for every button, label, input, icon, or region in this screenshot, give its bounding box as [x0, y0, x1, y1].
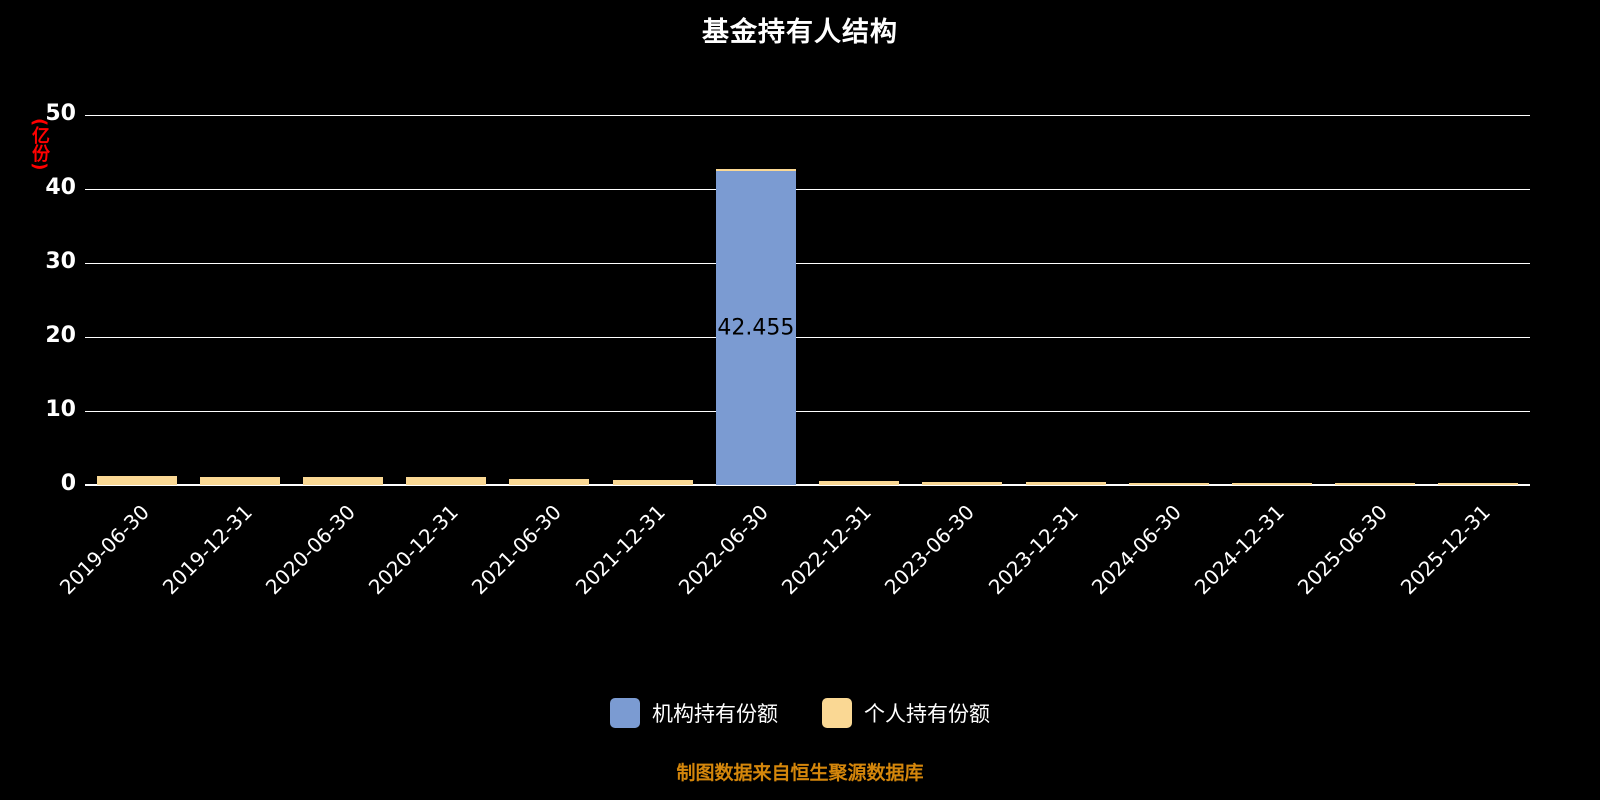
bar-individual — [715, 168, 796, 171]
bar-individual — [1335, 482, 1416, 485]
chart-title: 基金持有人结构 — [702, 17, 898, 48]
bar-institution — [715, 170, 796, 485]
bar-individual — [1231, 483, 1312, 485]
bar-individual — [406, 477, 487, 485]
y-tick-label: 30 — [45, 249, 76, 274]
bar-value-label: 42.455 — [717, 315, 795, 341]
bar-individual — [303, 476, 384, 485]
legend: 机构持有份额 个人持有份额 — [0, 698, 1600, 728]
bar-individual — [509, 478, 590, 485]
y-tick-label: 0 — [60, 471, 76, 496]
bar-individual — [1128, 483, 1209, 485]
y-axis-unit-label: (亿份) — [29, 118, 50, 171]
legend-swatch-individual — [822, 698, 852, 728]
legend-swatch-institution — [610, 698, 640, 728]
gridline — [85, 114, 1530, 116]
legend-item-individual: 个人持有份额 — [822, 698, 990, 728]
bar-individual — [819, 481, 900, 485]
bar-individual — [1438, 483, 1519, 485]
legend-item-institution: 机构持有份额 — [610, 698, 778, 728]
gridline — [85, 188, 1530, 190]
bar-individual — [612, 479, 693, 485]
gridline — [85, 410, 1530, 412]
gridline — [85, 262, 1530, 264]
y-tick-label: 20 — [45, 323, 76, 348]
chart-footer: 制图数据来自恒生聚源数据库 — [676, 762, 924, 784]
x-axis-line — [85, 484, 1530, 486]
bar-individual — [199, 477, 280, 485]
y-tick-label: 50 — [45, 101, 76, 126]
bar-individual — [1025, 482, 1106, 485]
y-tick-label: 10 — [45, 397, 76, 422]
legend-label-individual: 个人持有份额 — [864, 702, 990, 726]
gridline — [85, 336, 1530, 338]
legend-label-institution: 机构持有份额 — [652, 702, 778, 726]
bar-individual — [922, 481, 1003, 485]
bar-individual — [96, 476, 177, 485]
plot-area: 42.455 — [85, 114, 1530, 486]
y-tick-label: 40 — [45, 175, 76, 200]
